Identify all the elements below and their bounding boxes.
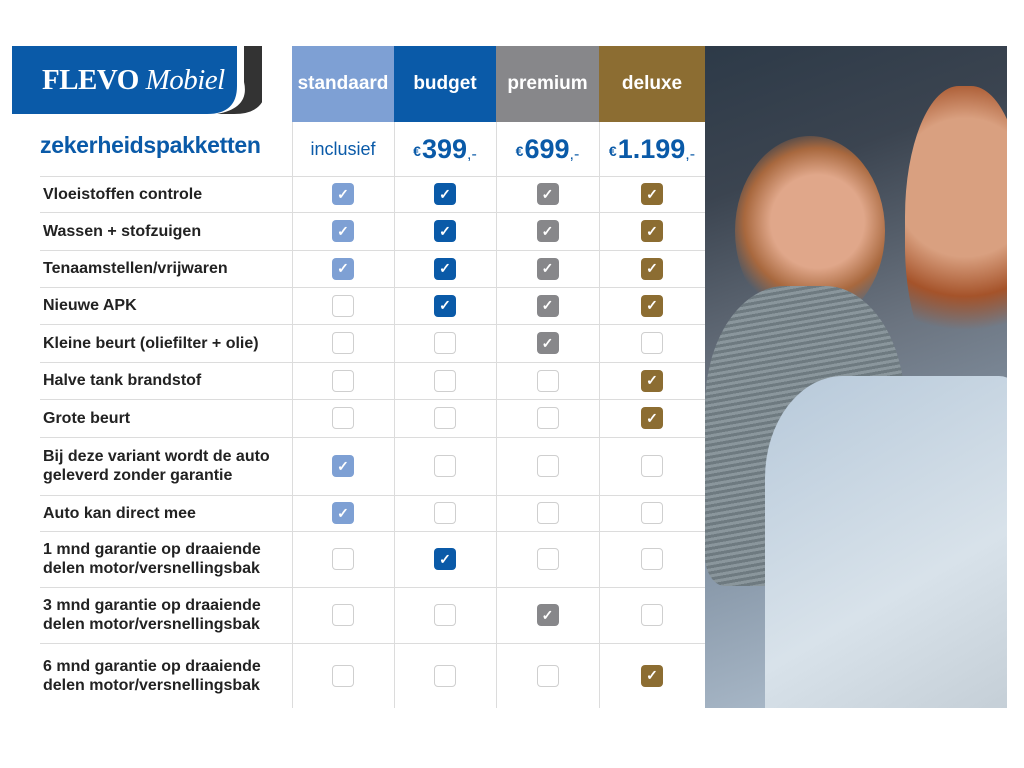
package-header-standaard: standaard (292, 46, 394, 122)
row-divider (40, 587, 705, 588)
row-divider (40, 531, 705, 532)
checked-checkbox-icon: ✓ (641, 257, 663, 280)
checked-checkbox-icon: ✓ (641, 294, 663, 317)
unchecked-checkbox-icon (332, 604, 354, 626)
unchecked-checkbox-icon (434, 455, 456, 477)
feature-label: 6 mnd garantie op draaiende delen motor/… (43, 657, 261, 694)
checked-checkbox-icon: ✓ (536, 257, 559, 280)
column-divider (394, 122, 395, 708)
row-divider (40, 362, 705, 363)
row-divider (40, 176, 705, 177)
price-currency: € (413, 143, 421, 159)
feature-label: Auto kan direct mee (43, 504, 196, 522)
checked-checkbox-icon: ✓ (641, 183, 663, 205)
feature-label: 1 mnd garantie op draaiende delen motor/… (43, 541, 261, 577)
unchecked-checkbox-icon (536, 369, 559, 392)
price-currency: € (608, 143, 617, 159)
checked-checkbox-icon: ✓ (434, 183, 456, 205)
column-divider (292, 122, 293, 708)
unchecked-checkbox-icon (332, 407, 354, 429)
unchecked-checkbox-icon (332, 369, 354, 392)
checked-checkbox-icon: ✓ (536, 604, 559, 626)
checked-checkbox-icon: ✓ (434, 257, 456, 280)
row-divider (40, 399, 705, 400)
checked-checkbox-icon: ✓ (536, 294, 559, 317)
price-price: 699 (524, 133, 570, 164)
unchecked-checkbox-icon (536, 455, 559, 477)
checked-checkbox-icon: ✓ (641, 369, 663, 392)
checked-checkbox-icon: ✓ (332, 183, 354, 205)
unchecked-checkbox-icon (332, 332, 354, 354)
page-title: zekerheidspakketten (40, 132, 261, 158)
feature-label: Tenaamstellen/vrijwaren (43, 260, 228, 277)
feature-label: Halve tank brandstof (43, 372, 202, 389)
price-suffix: ,- (685, 146, 696, 163)
checked-checkbox-icon: ✓ (332, 220, 354, 242)
checked-checkbox-icon: ✓ (434, 548, 456, 570)
unchecked-checkbox-icon (434, 604, 456, 626)
feature-label: 3 mnd garantie op draaiende delen motor/… (43, 597, 261, 633)
package-price-deluxe: €1.199 ,- (599, 122, 705, 176)
unchecked-checkbox-icon (536, 502, 559, 524)
row-divider (40, 212, 705, 213)
checked-checkbox-icon: ✓ (641, 407, 663, 429)
feature-label: Vloeistoffen controle (43, 185, 203, 203)
brand-logo-shape (12, 46, 262, 114)
price-currency: € (515, 143, 524, 159)
unchecked-checkbox-icon (434, 664, 456, 687)
unchecked-checkbox-icon (641, 604, 663, 626)
unchecked-checkbox-icon (641, 502, 663, 524)
package-price-premium: €699 ,- (496, 122, 599, 176)
package-header-premium: premium (496, 46, 599, 122)
couple-in-car-photo (705, 46, 1007, 708)
price-text: inclusief (310, 138, 376, 159)
package-header-budget: budget (394, 46, 496, 122)
price-suffix: ,- (467, 146, 477, 163)
feature-label: Wassen + stofzuigen (43, 222, 202, 240)
feature-label: Grote beurt (43, 409, 131, 427)
unchecked-checkbox-icon (536, 407, 559, 429)
package-price-budget: €399 ,- (394, 122, 496, 176)
unchecked-checkbox-icon (641, 548, 663, 570)
column-divider (496, 122, 497, 708)
checked-checkbox-icon: ✓ (641, 220, 663, 242)
row-divider (40, 250, 705, 251)
checked-checkbox-icon: ✓ (434, 220, 456, 242)
checked-checkbox-icon: ✓ (332, 455, 354, 477)
column-divider (599, 122, 600, 708)
feature-label: Nieuwe APK (43, 297, 137, 314)
price-suffix: ,- (569, 146, 580, 163)
price-price: 399 (421, 133, 468, 164)
unchecked-checkbox-icon (332, 548, 354, 570)
unchecked-checkbox-icon (332, 664, 354, 687)
row-divider (40, 495, 705, 496)
checked-checkbox-icon: ✓ (332, 502, 354, 524)
package-price-standaard: inclusief (292, 122, 394, 176)
unchecked-checkbox-icon (536, 548, 559, 570)
checked-checkbox-icon: ✓ (332, 257, 354, 280)
unchecked-checkbox-icon (536, 664, 559, 687)
checked-checkbox-icon: ✓ (434, 294, 456, 317)
feature-label: Bij deze variant wordt de auto geleverd … (43, 448, 270, 484)
unchecked-checkbox-icon (641, 455, 663, 477)
checked-checkbox-icon: ✓ (536, 332, 559, 354)
row-divider (40, 643, 705, 644)
unchecked-checkbox-icon (434, 407, 456, 429)
package-header-deluxe: deluxe (599, 46, 705, 122)
row-divider (40, 437, 705, 438)
brand-logo: FLEVO Mobiel (42, 64, 225, 96)
checked-checkbox-icon: ✓ (536, 183, 559, 205)
row-divider (40, 324, 705, 325)
row-divider (40, 287, 705, 288)
checked-checkbox-icon: ✓ (536, 220, 559, 242)
unchecked-checkbox-icon (434, 332, 456, 354)
unchecked-checkbox-icon (641, 332, 663, 354)
unchecked-checkbox-icon (332, 294, 354, 317)
price-price: 1.199 (617, 133, 686, 164)
unchecked-checkbox-icon (434, 502, 456, 524)
feature-label: Kleine beurt (oliefilter + olie) (43, 334, 259, 352)
checked-checkbox-icon: ✓ (641, 664, 663, 687)
unchecked-checkbox-icon (434, 369, 456, 392)
